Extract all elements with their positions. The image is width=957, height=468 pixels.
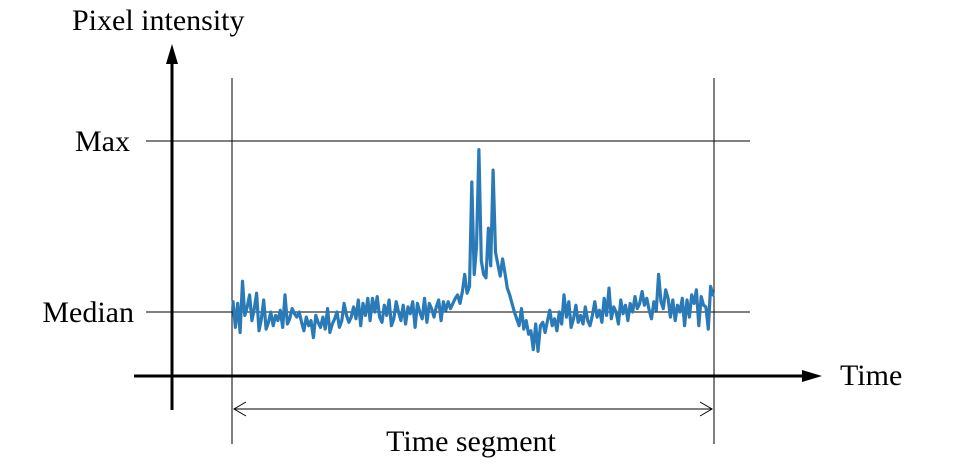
segment-label: Time segment bbox=[386, 425, 556, 458]
x-axis-arrowhead bbox=[802, 370, 822, 382]
median-label: Median bbox=[42, 296, 134, 329]
segment-arrow-left-head bbox=[233, 401, 247, 417]
max-label: Max bbox=[75, 125, 130, 158]
segment-arrow-right-head bbox=[699, 401, 713, 417]
y-axis-label: Pixel intensity bbox=[72, 4, 245, 37]
x-axis-label: Time bbox=[840, 359, 902, 392]
signal-trace bbox=[231, 148, 715, 353]
y-axis-arrowhead bbox=[166, 44, 178, 64]
